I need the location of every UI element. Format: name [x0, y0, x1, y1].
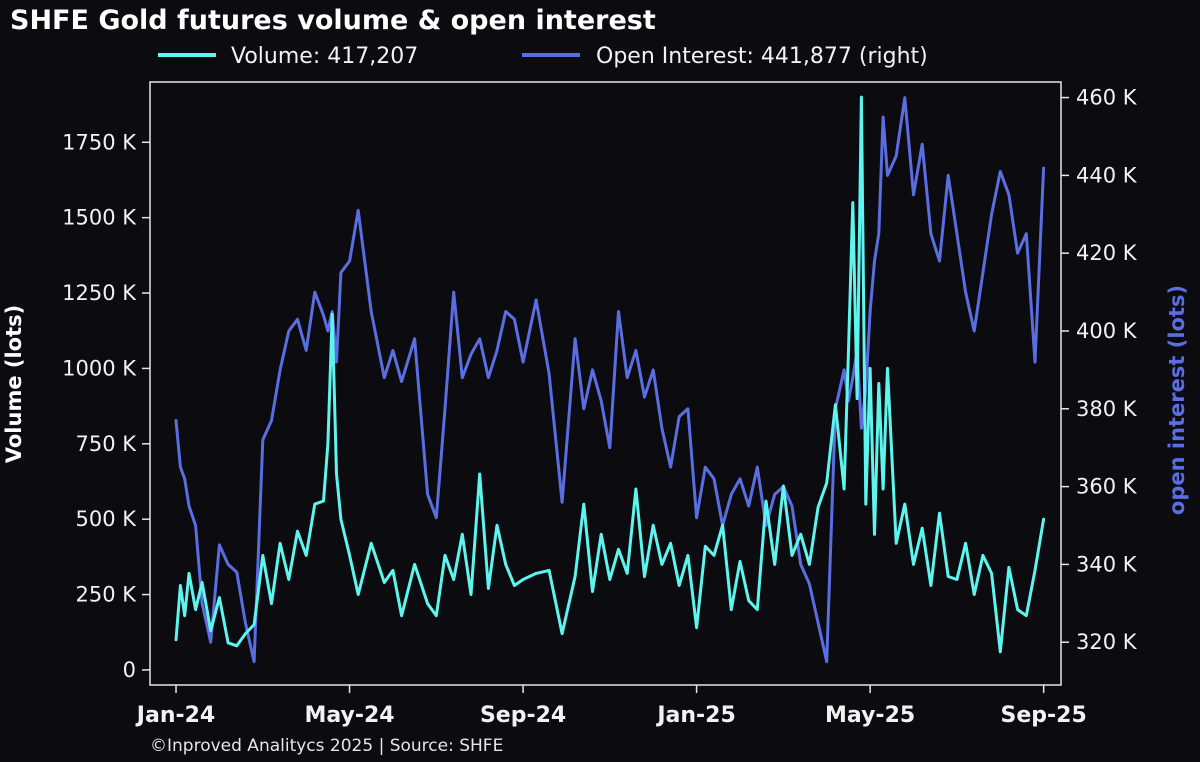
right-tick-label: 360 K — [1076, 475, 1138, 499]
right-tick-label: 320 K — [1076, 630, 1138, 654]
y-axis-label-left: Volume (lots) — [2, 305, 26, 463]
series-line-volume — [174, 95, 1046, 654]
plot-frame — [149, 81, 1062, 686]
left-tick-label: 1500 K — [62, 206, 137, 230]
series-line-open-interest — [174, 96, 1046, 664]
left-tick-label: 1250 K — [62, 281, 137, 305]
legend-label-open-interest: Open Interest: 441,877 (right) — [596, 44, 928, 69]
left-tick-label: 0 — [123, 658, 136, 682]
left-tick-label: 500 K — [75, 507, 137, 531]
x-axis: Jan-24 May-24 Sep-24 Jan-25 May-25 Sep-25 — [135, 685, 1087, 728]
left-axis: 0 250 K 500 K 750 K 1000 K 1250 K 1500 K 1750 K — [62, 130, 150, 682]
series-layer — [174, 95, 1046, 664]
right-tick-label: 380 K — [1076, 397, 1138, 421]
left-tick-label: 250 K — [75, 583, 137, 607]
right-tick-label: 340 K — [1076, 552, 1138, 576]
x-tick-label: Sep-24 — [480, 703, 566, 728]
x-tick-label: May-25 — [825, 703, 915, 728]
legend-label-volume: Volume: 417,207 — [231, 44, 418, 69]
right-tick-label: 400 K — [1076, 319, 1138, 343]
x-tick-label: Jan-24 — [135, 703, 215, 728]
right-tick-label: 420 K — [1076, 241, 1138, 265]
left-tick-label: 750 K — [75, 432, 137, 456]
left-tick-label: 1750 K — [62, 130, 137, 154]
x-tick-label: Jan-25 — [655, 703, 735, 728]
chart-title: SHFE Gold futures volume & open interest — [10, 5, 656, 36]
y-axis-label-right: open interest (lots) — [1165, 285, 1189, 515]
x-tick-label: May-24 — [304, 703, 394, 728]
right-tick-label: 460 K — [1076, 86, 1138, 110]
right-axis: 320 K 340 K 360 K 380 K 400 K 420 K 440 K 460 K — [1061, 86, 1138, 654]
right-tick-label: 440 K — [1076, 163, 1138, 187]
x-tick-label: Sep-25 — [1001, 703, 1087, 728]
left-tick-label: 1000 K — [62, 356, 137, 380]
source-note: ©Inproved Analitycs 2025 | Source: SHFE — [150, 736, 503, 756]
legend: Volume: 417,207 Open Interest: 441,877 (… — [158, 44, 928, 69]
